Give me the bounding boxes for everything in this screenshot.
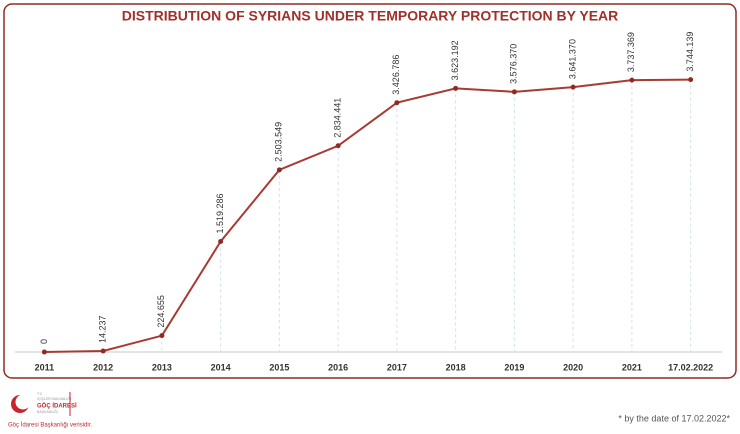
logo-text: BAŞKANLIĞI	[37, 409, 58, 414]
chart-title: DISTRIBUTION OF SYRIANS UNDER TEMPORARY …	[122, 8, 619, 24]
point	[218, 238, 224, 244]
x-tick-label: 2012	[93, 362, 113, 372]
point	[100, 348, 106, 354]
data-label: 3.576.370	[509, 44, 519, 84]
data-label: 14.237	[98, 315, 108, 343]
point	[688, 77, 694, 83]
logo-crescent-cut	[15, 394, 31, 410]
source: Göç İdaresi Başkanlığı verisidir.	[8, 422, 92, 429]
footnote: * by the date of 17.02.2022*	[618, 413, 730, 423]
x-tick-label: 2021	[622, 362, 642, 372]
data-label: 2.834.441	[333, 98, 343, 138]
logo: T.C. İÇİŞLERİ BAKANLIĞI GÖÇ İDARESİ BAŞK…	[8, 392, 92, 429]
point	[335, 143, 341, 149]
point	[159, 333, 165, 339]
logo-text: GÖÇ İDARESİ	[37, 403, 77, 410]
point	[570, 84, 576, 90]
point	[394, 100, 400, 106]
data-label: 2.503.549	[274, 122, 284, 162]
x-tick-label: 2016	[328, 362, 348, 372]
series-line	[44, 78, 691, 353]
x-tick-label: 17.02.2022	[668, 362, 713, 372]
point	[41, 349, 47, 355]
x-tick-label: 2017	[387, 362, 407, 372]
data-label: 3.641.370	[568, 39, 578, 79]
data-label: 3.744.139	[685, 32, 695, 72]
point	[511, 89, 517, 95]
data-label: 224.655	[156, 295, 166, 328]
x-tick-label: 2011	[35, 362, 55, 372]
logo-text: T.C.	[37, 392, 43, 396]
data-label: 3.737.369	[626, 32, 636, 72]
x-tick-label: 2014	[211, 362, 231, 372]
data-label: 0	[39, 339, 49, 344]
point	[629, 77, 635, 83]
x-tick-label: 2013	[152, 362, 172, 372]
x-tick-label: 2018	[446, 362, 466, 372]
x-tick-label: 2020	[563, 362, 583, 372]
frame	[3, 3, 737, 379]
data-label: 3.623.192	[450, 40, 460, 80]
logo-text: İÇİŞLERİ BAKANLIĞI	[37, 396, 71, 401]
point	[276, 167, 282, 173]
data-label: 1.519.286	[215, 193, 225, 233]
data-label: 3.426.786	[391, 55, 401, 95]
point	[453, 85, 459, 91]
x-tick-label: 2015	[269, 362, 289, 372]
x-tick-label: 2019	[504, 362, 524, 372]
